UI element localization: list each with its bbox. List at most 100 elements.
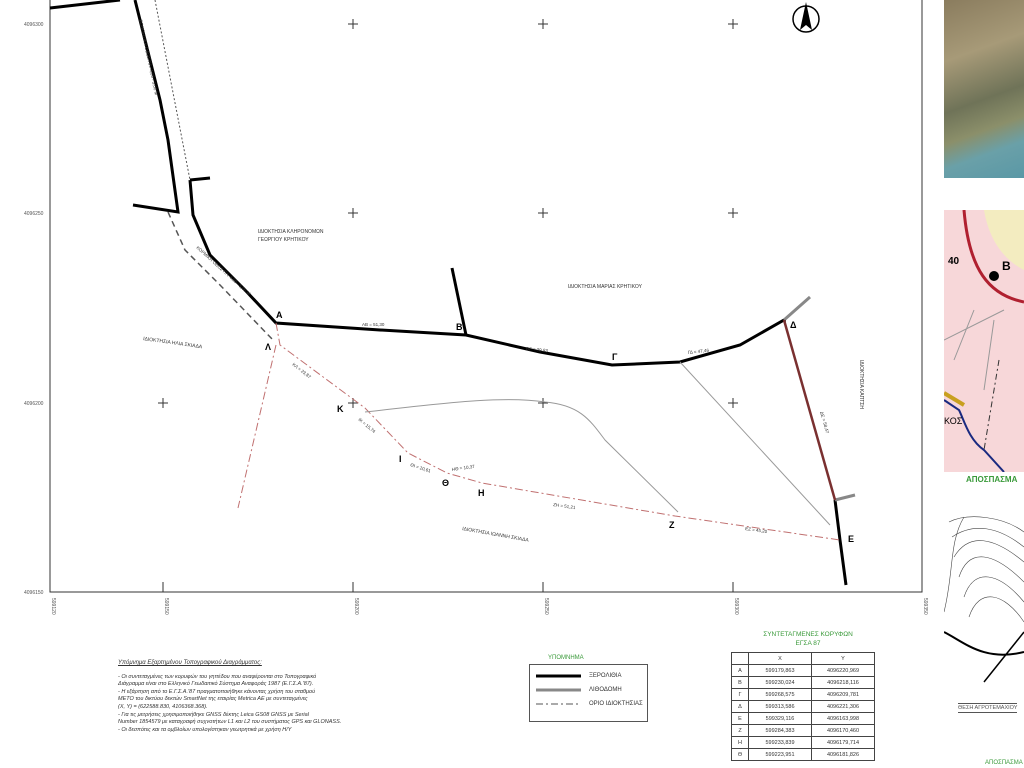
table-row: Β 599230,024 4096218,116 (731, 676, 875, 689)
north-arrow-icon (792, 2, 820, 33)
site-label: ΘΕΣΗ ΑΓΡΟΤΕΜΑΧΙΟΥ (958, 703, 1018, 713)
grid-x-label: 599150 (163, 598, 169, 615)
dry-stone-walls (49, 0, 848, 586)
vertex-label: Κ (337, 404, 344, 414)
vertex-label: Λ (265, 342, 271, 352)
vertex-label: Ζ (669, 520, 675, 530)
legend-label: ΟΡΙΟ ΙΔΙΟΚΤΗΣΙΑΣ (589, 701, 643, 707)
table-row: Θ 599223,951 4096181,826 (731, 748, 875, 761)
vertex-label: Ε (848, 534, 854, 544)
table-row: Γ 599268,575 4096209,781 (731, 688, 875, 701)
table-cell: Γ (731, 688, 749, 701)
table-cell: Δ (731, 700, 749, 713)
property-label: ΓΕΩΡΓΙΟΥ ΚΡΗΤΙΚΟΥ (258, 237, 309, 243)
table-row: Δ 599313,586 4096221,306 (731, 700, 875, 713)
vertex-label: Α (276, 310, 283, 320)
extract-caption: ΑΠΟΣΠΑΣΜΑ (985, 760, 1023, 766)
segment-label: ΘΙ = 10,61 (410, 462, 432, 473)
grid-x-label: 599350 (922, 598, 928, 615)
property-label: ΙΔΙΟΚΤΗΣΙΑ ΜΑΡΙΑΣ ΚΡΗΤΙΚΟΥ (568, 284, 643, 290)
property-boundary (237, 322, 841, 541)
table-row: Α 599179,863 4096220,969 (731, 664, 875, 677)
table-cell: 599223,951 (748, 748, 812, 761)
vertex-label: Η (478, 488, 485, 498)
grid-y-label: 4096150 (24, 590, 44, 596)
planning-map-extract: 40 Β ΚΟΣ (944, 210, 1024, 472)
table-cell: Β (731, 676, 749, 689)
vertex-label: Ι (399, 454, 402, 464)
contour-map-extract (944, 512, 1024, 692)
property-label: ΙΔΙΟΚΤΗΣΙΑ ΗΛΙΑ ΣΚΙΑΔΑ (143, 336, 203, 350)
grid-x-label: 599300 (733, 598, 739, 615)
segment-label: ΗΘ = 10,37 (451, 464, 475, 472)
segment-label: ΑΒ = 51,30 (362, 322, 385, 327)
note-line: Number 1854579 με καταγραφή συχνοτήτων L… (118, 719, 342, 726)
table-cell: 599179,863 (748, 664, 812, 677)
table-cell: 4096170,460 (811, 724, 875, 737)
table-cell: 4096221,306 (811, 700, 875, 713)
table-cell: Ζ (731, 724, 749, 737)
grid-y-label: 4096300 (24, 22, 44, 28)
table-cell: 599268,575 (748, 688, 812, 701)
legend-swatch-dash-dot (536, 703, 581, 705)
boundary-wall-DE (782, 319, 837, 501)
legend-swatch-thick-grey (536, 688, 581, 692)
table-cell: 599233,839 (748, 736, 812, 749)
survey-map: 4096300 4096250 4096200 4096150 599120 5… (24, 0, 928, 615)
legend-label: ΞΕΡΟΛΙΘΙΑ (589, 673, 622, 679)
grid-x-label: 599250 (543, 598, 549, 615)
legend-title: ΥΠΟΜΝΗΜΑ (548, 655, 584, 661)
vertex-label: Β (456, 322, 463, 332)
table-cell: 4096179,714 (811, 736, 875, 749)
note-line: - Η εξάρτηση από το Ε.Γ.Σ.Α.'87 πραγματο… (118, 688, 316, 695)
table-cell: 4096163,998 (811, 712, 875, 725)
table-header-cell: Υ (811, 652, 875, 665)
road-label: ΚΟΡΜΙΚΗ ΟΔΟΣ ΠΛ. 4,00 - 5,00 Μ (195, 245, 251, 296)
note-line: - Οι συντεταγμένες των κορυφών του γηπέδ… (118, 673, 317, 680)
table-cell: Α (731, 664, 749, 677)
segment-label: ΖΗ = 51,21 (553, 502, 576, 510)
segment-label: ΒΓ = 39,83 (526, 346, 549, 353)
legend-label: ΛΙΘΟΔΟΜΗ (589, 687, 622, 693)
table-cell: 4096220,969 (811, 664, 875, 677)
property-label: ΙΔΙΟΚΤΗΣΙΑ ΚΛΗΡΟΝΟΜΩΝ (258, 229, 324, 235)
grid-y-label: 4096250 (24, 211, 44, 217)
coordinates-table: Χ Υ Α 599179,863 4096220,969 Β 599230,024 40962… (731, 652, 875, 761)
table-row: Ζ 599284,383 4096170,460 (731, 724, 875, 737)
coordinates-title-text: ΣΥΝΤΕΤΑΓΜΕΝΕΣ ΚΟΡΥΦΩΝ (763, 631, 853, 638)
note-line: Διάγραμμα είναι στο Ελληνικό Γεωδαιτικό … (118, 681, 314, 688)
property-label: ΙΔΙΟΚΤΗΣΙΑ ΙΩΑΝΝΗ ΣΚΙΑΔΑ (462, 526, 530, 544)
grid-crosses (158, 19, 738, 592)
table-header-cell: Χ (748, 652, 812, 665)
map-label: 40 (948, 256, 960, 267)
survey-notes: Υπόμνημα Εξαρτημένου Τοπογραφικού Διαγρά… (118, 660, 418, 734)
coordinates-title: ΣΥΝΤΕΤΑΓΜΕΝΕΣ ΚΟΡΥΦΩΝ ΕΓΣΑ 87 (728, 630, 888, 648)
masonry-walls (783, 295, 856, 502)
segment-label: ΔΕ = 58,47 (819, 411, 830, 434)
legend-swatch-thick-black (536, 674, 581, 678)
table-cell: Ε (731, 712, 749, 725)
table-row: Η 599233,839 4096179,714 (731, 736, 875, 749)
map-label: Β (1002, 259, 1011, 273)
table-cell: Θ (731, 748, 749, 761)
vertex-label: Θ (442, 478, 449, 488)
road-edge (167, 211, 274, 341)
note-line: - Οι δεσπότες και τα ομβλοίων υπολογίστη… (118, 726, 292, 733)
table-cell: 4096218,116 (811, 676, 875, 689)
segment-label: ΕΖ = 45,20 (745, 526, 768, 534)
table-cell: 599329,116 (748, 712, 812, 725)
segment-label: ΓΔ = 47,46 (688, 348, 710, 355)
coordinates-subtitle: ΕΓΣΑ 87 (795, 640, 821, 647)
road-label: ΒΟΗΘΗΤΙΚΗ ΟΔΟΣ ΠΛ. 4,00 - 5,00 Μ (138, 19, 159, 96)
aerial-photo (944, 0, 1024, 178)
notes-title: Υπόμνημα Εξαρτημένου Τοπογραφικού Διαγρά… (118, 660, 262, 666)
segment-label: ΚΛ = 23,87 (291, 362, 312, 380)
grid-x-label: 599120 (50, 598, 56, 615)
table-cell: 4096209,781 (811, 688, 875, 701)
vertex-label: Γ (612, 352, 618, 362)
note-line: - Για τις μετρήσεις χρησιμοποιήθηκε GNSS… (118, 711, 309, 718)
field-lines (364, 361, 831, 526)
table-cell: 599230,024 (748, 676, 812, 689)
segment-label: ΙΚ = 15,74 (357, 417, 376, 434)
